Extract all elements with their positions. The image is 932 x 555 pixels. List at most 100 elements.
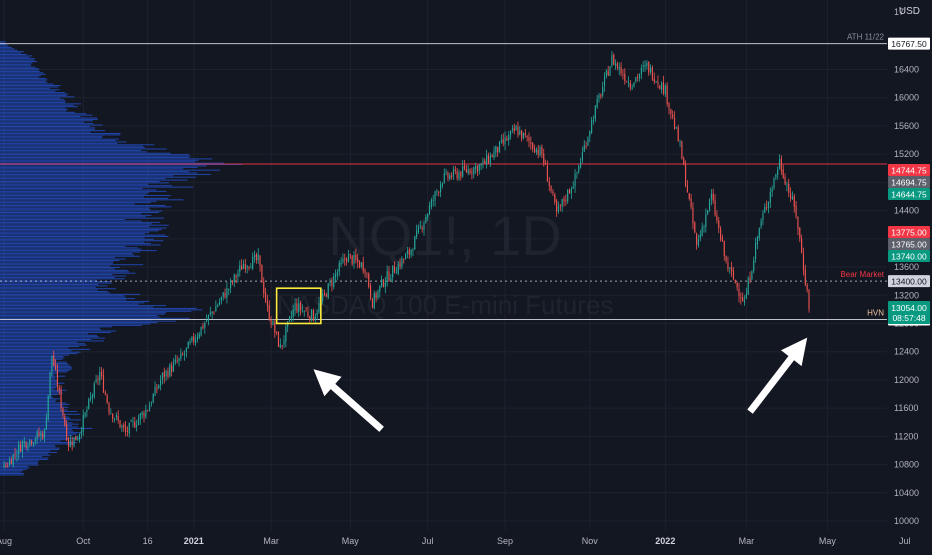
candle-body [12, 454, 14, 466]
candle-body [417, 227, 420, 233]
volume-profile-bar [0, 100, 66, 102]
currency-label[interactable]: USD [898, 6, 920, 17]
volume-profile-bar [0, 255, 140, 257]
candle-body [358, 261, 361, 268]
volume-profile-bar [0, 140, 116, 142]
candle-body [495, 145, 497, 153]
candle-body [375, 293, 377, 299]
volume-profile-bar [0, 68, 39, 70]
volume-profile-bar [0, 447, 60, 449]
arrows[interactable] [313, 337, 808, 432]
candle-body [327, 283, 329, 298]
candle-body [18, 444, 20, 455]
candle-body [370, 285, 372, 298]
candle-body [213, 312, 215, 313]
volume-profile-bar [0, 416, 70, 418]
candle-body [473, 167, 475, 175]
volume-profile-bar [0, 207, 150, 209]
candle-body [66, 423, 68, 440]
volume-profile-bar [0, 190, 167, 192]
candle-body [281, 345, 283, 346]
volume-profile-bar [0, 361, 67, 363]
volume-profile-bar [0, 382, 65, 384]
candle-body [183, 353, 186, 355]
volume-profile-bar [0, 385, 58, 387]
volume-profile-bar [0, 134, 121, 136]
candle-body [40, 433, 42, 437]
price-axis[interactable]: 1000010400108001120011600120001240012800… [887, 0, 932, 550]
time-tick-label: 16 [143, 536, 153, 546]
volume-profile-bar [0, 116, 81, 118]
candle-body [154, 386, 156, 396]
candle-body [786, 184, 788, 186]
volume-profile-bar [0, 238, 154, 240]
volume-profile-bar [0, 195, 171, 197]
volume-profile-bar [0, 298, 136, 300]
candle-body [382, 279, 385, 287]
line-price-tag: 13400.00 [891, 277, 927, 287]
candle-body [148, 405, 151, 412]
volume-profile-bar [0, 162, 225, 164]
candle-body [428, 205, 431, 214]
volume-profile-bar [0, 142, 118, 144]
candle-body [635, 77, 637, 82]
candle-body [84, 412, 86, 417]
candle-body [460, 171, 462, 177]
highlight-box[interactable] [275, 287, 322, 325]
volume-profile-bar [0, 329, 101, 331]
volume-profile-bar [0, 398, 61, 400]
candle-body [500, 139, 502, 142]
candle-body [272, 321, 274, 325]
candle-body [165, 370, 167, 377]
candle-body [29, 439, 31, 445]
volume-profile-bar [0, 309, 203, 311]
volume-profile-bar [0, 299, 127, 301]
candle-body [718, 220, 720, 228]
volume-profile-bar [0, 144, 155, 146]
candle-body [458, 172, 460, 179]
volume-profile-bar [0, 463, 38, 465]
time-axis[interactable]: Aug Oct 16 2021 Mar May Jul Sep Nov 2022 Mar May Jul [0, 530, 932, 550]
last-price-countdown: 08:57:48 [892, 313, 925, 323]
volume-profile-bar [0, 291, 108, 293]
volume-profile-bar [0, 401, 56, 403]
volume-profile-bar [0, 465, 28, 467]
candle-body [393, 266, 396, 273]
volume-profile-bar [0, 233, 145, 235]
time-tick-label: May [342, 536, 360, 546]
candle-body [307, 311, 309, 316]
volume-profile-bar [0, 123, 94, 125]
volume-profile-bar [0, 392, 63, 394]
horizontal-lines[interactable]: ATH 11/22 Bear Market HVN [0, 33, 887, 320]
candle-body [27, 446, 29, 449]
candle-body [508, 134, 510, 141]
candle-body [224, 292, 226, 298]
volume-profile-bar [0, 399, 57, 401]
candle-body [126, 430, 128, 432]
candle-body [360, 262, 362, 267]
volume-profile-bar [0, 171, 190, 173]
volume-profile-bar [0, 408, 62, 410]
candle-body [373, 293, 375, 309]
volume-profile-bar [0, 269, 128, 271]
candle-body [263, 282, 265, 294]
candle-body [701, 227, 703, 236]
volume-profile-bar [0, 402, 67, 404]
line-price-tag-bg [888, 275, 930, 288]
volume-profile-bar [0, 422, 73, 424]
volume-profile-bar [0, 80, 46, 82]
volume-profile-bar [0, 252, 133, 254]
price-tick-label: 13200 [894, 290, 919, 300]
volume-profile-bar [0, 302, 145, 304]
volume-profile-bar [0, 377, 56, 379]
candle-body [220, 297, 222, 301]
candle-body [357, 258, 359, 263]
candle-body [673, 117, 676, 129]
candle-body [526, 135, 528, 137]
candle-body [550, 185, 552, 191]
candle-body [110, 412, 112, 414]
volume-profile-bar [0, 313, 165, 315]
candle-body [502, 139, 504, 144]
